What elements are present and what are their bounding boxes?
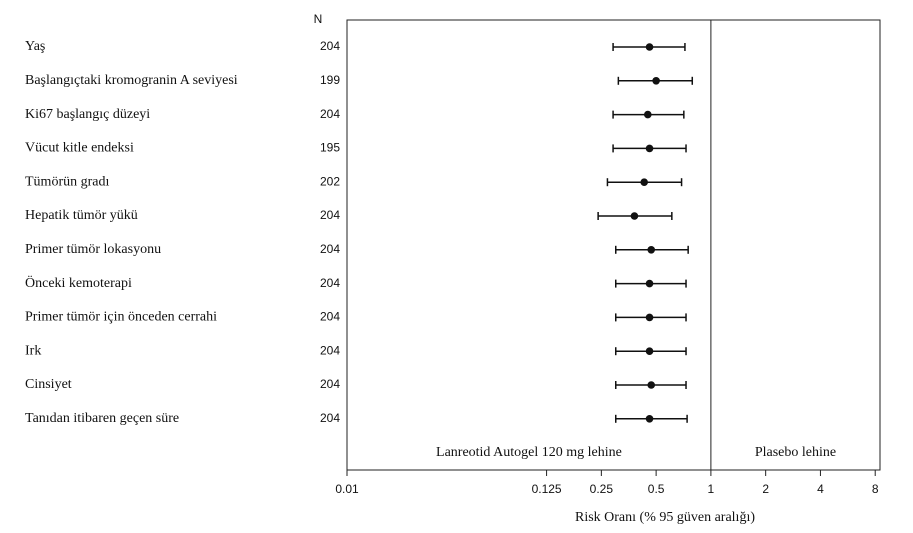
point-estimate <box>645 144 654 153</box>
row-label: Hepatik tümör yükü <box>25 208 138 223</box>
n-value: 204 <box>320 310 340 324</box>
row-label: Primer tümör için önceden cerrahi <box>25 310 217 325</box>
n-value: 204 <box>320 276 340 290</box>
n-value: 204 <box>320 242 340 256</box>
x-tick-label: 2 <box>762 482 769 496</box>
n-value: 204 <box>320 411 340 425</box>
point-estimate <box>652 77 660 85</box>
row-label: Ki67 başlangıç düzeyi <box>25 107 150 122</box>
row-label: Vücut kitle endeksi <box>25 141 134 156</box>
x-tick-label: 8 <box>872 482 879 496</box>
row-label: Yaş <box>25 39 45 54</box>
x-tick-label: 0.01 <box>335 482 359 496</box>
point-estimate <box>640 178 649 186</box>
row-label: Cinsiyet <box>25 377 72 392</box>
n-value: 204 <box>320 39 340 53</box>
row-label: Başlangıçtaki kromogranin A seviyesi <box>25 73 238 88</box>
row-label: Tümörün gradı <box>25 174 109 189</box>
n-value: 204 <box>320 377 340 391</box>
x-tick-label: 1 <box>708 482 715 496</box>
point-estimate <box>647 246 656 254</box>
right-region-label: Plasebo lehine <box>755 445 836 460</box>
point-estimate <box>645 43 654 51</box>
point-estimate <box>645 347 654 356</box>
row-label: Tanıdan itibaren geçen süre <box>25 411 179 426</box>
x-tick-label: 0.25 <box>590 482 614 496</box>
x-axis-label: Risk Oranı (% 95 güven aralığı) <box>575 510 755 525</box>
n-value: 202 <box>320 174 340 188</box>
row-label: Primer tümör lokasyonu <box>25 242 161 257</box>
n-value: 204 <box>320 107 340 121</box>
x-tick-label: 0.5 <box>648 482 665 496</box>
point-estimate <box>630 212 639 220</box>
row-label: Irk <box>25 343 41 358</box>
left-region-label: Lanreotid Autogel 120 mg lehine <box>436 445 622 460</box>
point-estimate <box>645 279 654 288</box>
point-estimate <box>647 381 656 389</box>
row-label: Önceki kemoterapi <box>25 274 132 291</box>
point-estimate <box>645 313 654 322</box>
n-value: 199 <box>320 73 340 87</box>
x-tick-label: 4 <box>817 482 824 496</box>
x-tick-label: 0.125 <box>532 482 562 496</box>
plot-frame <box>346 19 881 471</box>
n-value: 195 <box>320 141 340 155</box>
n-value: 204 <box>320 208 340 222</box>
n-header: N <box>314 12 323 26</box>
point-estimate <box>643 110 652 119</box>
point-estimate <box>645 415 654 423</box>
n-value: 204 <box>320 343 340 357</box>
